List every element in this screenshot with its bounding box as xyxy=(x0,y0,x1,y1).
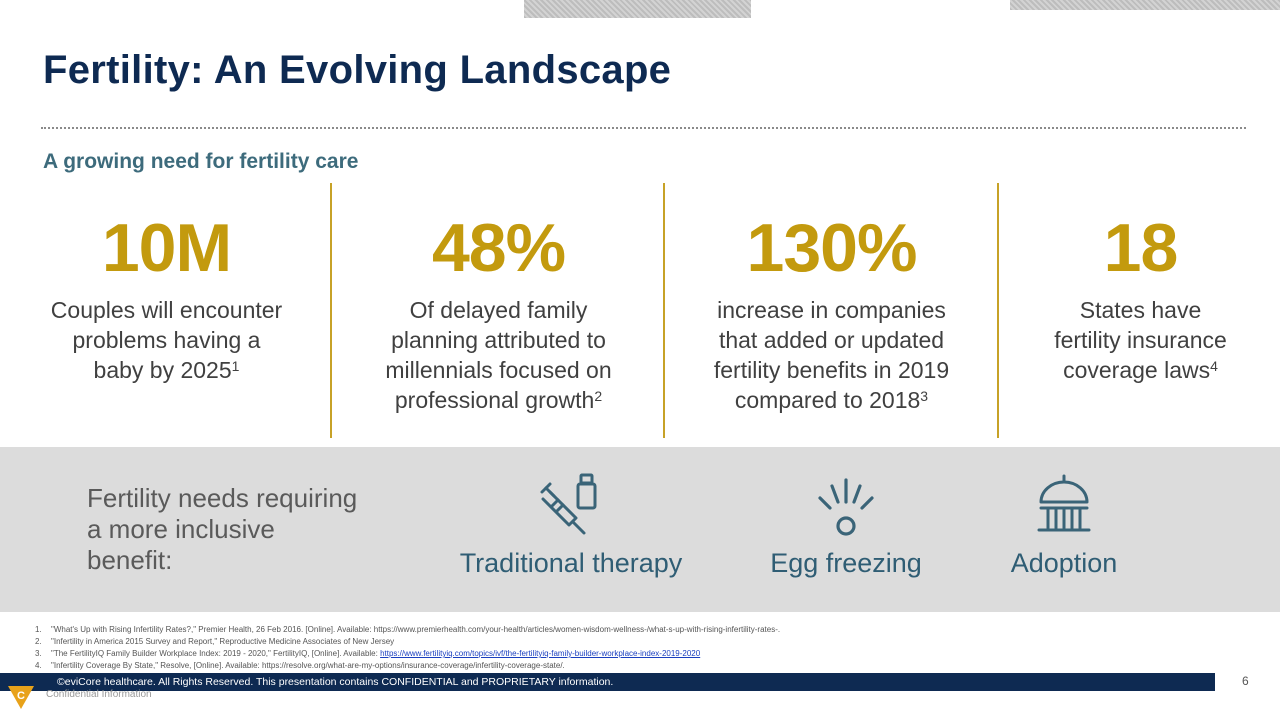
footnotes: 1. "What's Up with Rising Infertility Rat… xyxy=(35,624,1235,672)
stat-description: Couples will encounter problems having a… xyxy=(50,297,283,383)
footer-bar xyxy=(0,673,1215,691)
logo-letter: C xyxy=(17,690,25,702)
need-label: Traditional therapy xyxy=(459,548,683,578)
footnote-ref: 2 xyxy=(594,388,603,404)
evicore-logo-icon: C xyxy=(8,686,34,709)
stat-divider xyxy=(330,183,332,438)
stat-value: 130% xyxy=(746,210,918,286)
stat-value: 48% xyxy=(431,210,566,286)
need-egg-freezing: Egg freezing xyxy=(757,470,935,579)
stat-couples: 10M Couples will encounter problems havi… xyxy=(0,205,333,385)
stat-description: Of delayed family planning attributed to… xyxy=(385,297,612,413)
footer-copyright: ©eviCore healthcare. All Rights Reserved… xyxy=(57,676,614,688)
stat-value: 10M xyxy=(101,210,232,286)
need-label: Egg freezing xyxy=(770,548,922,578)
need-label: Adoption xyxy=(1010,548,1118,578)
footnote-item: 1. "What's Up with Rising Infertility Rat… xyxy=(35,625,781,634)
needs-heading: Fertility needs requiring a more inclusi… xyxy=(87,483,358,575)
slide-title: Fertility: An Evolving Landscape xyxy=(43,48,672,92)
dotted-divider xyxy=(41,127,1246,129)
stat-description: States have fertility insurance coverage… xyxy=(1054,297,1227,383)
page-number: 6 xyxy=(1242,674,1249,688)
footnote-ref: 1 xyxy=(231,358,240,374)
stat-states: 18 States have fertility insurance cover… xyxy=(974,205,1280,385)
footnote-link[interactable]: https://www.fertilityiq.com/topics/ivf/t… xyxy=(380,649,701,658)
stat-value: 18 xyxy=(1103,210,1179,286)
footnote-ref: 4 xyxy=(1210,358,1218,374)
footnote-ref: 3 xyxy=(920,388,929,404)
stat-description: increase in companies that added or upda… xyxy=(713,297,950,413)
stat-companies: 130% increase in companies that added or… xyxy=(665,205,998,415)
egg-freezing-icon xyxy=(818,478,874,536)
confidential-label: Confidential Information xyxy=(46,689,152,700)
stat-divider xyxy=(997,183,999,438)
top-decor-bar-right xyxy=(1010,0,1280,10)
syringe-vial-icon xyxy=(540,473,597,535)
slide-subtitle: A growing need for fertility care xyxy=(43,150,359,173)
footnote-item: 3. "The FertilityIQ Family Builder Workpl… xyxy=(35,649,701,658)
footnote-item: 4. "Infertility Coverage By State," Resol… xyxy=(35,661,565,670)
stat-divider xyxy=(663,183,665,438)
building-dome-icon xyxy=(1037,474,1091,532)
need-traditional-therapy: Traditional therapy xyxy=(453,470,689,579)
need-adoption: Adoption xyxy=(1004,470,1124,579)
footnote-item: 2. "Infertility in America 2015 Survey an… xyxy=(35,637,395,646)
top-decor-bar-left xyxy=(524,0,751,18)
stat-millennials: 48% Of delayed family planning attribute… xyxy=(332,205,665,415)
